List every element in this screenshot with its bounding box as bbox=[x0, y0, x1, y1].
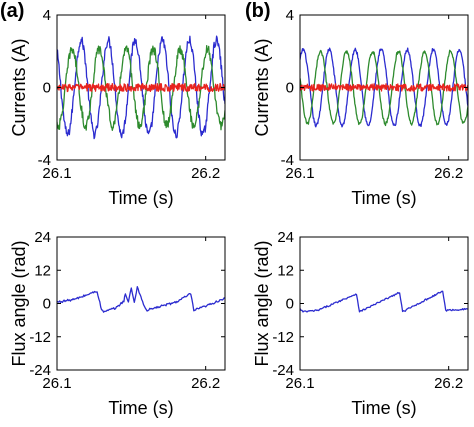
x-tick-label: 26.2 bbox=[434, 165, 463, 182]
plot-frame bbox=[56, 236, 226, 371]
series-line-2 bbox=[300, 49, 468, 127]
x-axis-label: Time (s) bbox=[351, 398, 416, 418]
y-tick-label: 4 bbox=[43, 7, 51, 24]
x-tick-label: 26.1 bbox=[42, 375, 71, 392]
series-group bbox=[300, 290, 468, 313]
y-tick-label: 4 bbox=[286, 7, 294, 24]
y-tick-label: 24 bbox=[34, 229, 51, 246]
x-tick-label: 26.2 bbox=[434, 375, 463, 392]
y-tick-label: -24 bbox=[272, 362, 294, 379]
y-tick-label: -24 bbox=[29, 362, 51, 379]
chart-b-top: 4 0 -426.1 26.2 Time (s) Currents (A) (b) bbox=[245, 0, 469, 208]
y-axis-label: Flux angle (rad) bbox=[252, 240, 272, 366]
series-line-3 bbox=[57, 82, 225, 93]
y-tick-label: -12 bbox=[29, 329, 51, 346]
chart-a-top: 4 0 -426.1 26.2 Time (s) Currents (A) (a) bbox=[0, 0, 226, 208]
y-axis-label: Currents (A) bbox=[9, 38, 29, 136]
x-tick-label: 26.1 bbox=[42, 165, 71, 182]
series-group bbox=[57, 35, 225, 140]
y-tick-label: 0 bbox=[43, 296, 51, 313]
series-line-1 bbox=[57, 286, 225, 313]
y-axis-label: Currents (A) bbox=[252, 38, 272, 136]
panel-label: (b) bbox=[245, 0, 271, 22]
series-line-1 bbox=[57, 35, 225, 140]
x-axis-label: Time (s) bbox=[108, 398, 173, 418]
x-tick-label: 26.1 bbox=[285, 375, 314, 392]
series-group bbox=[300, 47, 468, 128]
series-line-3 bbox=[300, 83, 468, 92]
y-tick-label: 12 bbox=[34, 262, 51, 279]
panel-label: (a) bbox=[0, 0, 24, 22]
y-tick-label: 12 bbox=[277, 262, 294, 279]
y-tick-label: -4 bbox=[281, 152, 294, 169]
y-tick-label: 0 bbox=[286, 80, 294, 97]
y-axis-label: Flux angle (rad) bbox=[9, 240, 29, 366]
y-tick-label: 0 bbox=[43, 80, 51, 97]
x-tick-label: 26.2 bbox=[191, 375, 220, 392]
y-tick-label: -12 bbox=[272, 329, 294, 346]
y-tick-label: 0 bbox=[286, 296, 294, 313]
x-tick-label: 26.1 bbox=[285, 165, 314, 182]
plot-frame bbox=[299, 236, 469, 371]
y-tick-label: -4 bbox=[38, 152, 51, 169]
x-tick-label: 26.2 bbox=[191, 165, 220, 182]
series-line-1 bbox=[300, 290, 468, 313]
x-axis-label: Time (s) bbox=[108, 188, 173, 208]
y-tick-label: 24 bbox=[277, 229, 294, 246]
series-group bbox=[57, 286, 225, 313]
series-line-2 bbox=[57, 45, 225, 131]
x-axis-label: Time (s) bbox=[351, 188, 416, 208]
